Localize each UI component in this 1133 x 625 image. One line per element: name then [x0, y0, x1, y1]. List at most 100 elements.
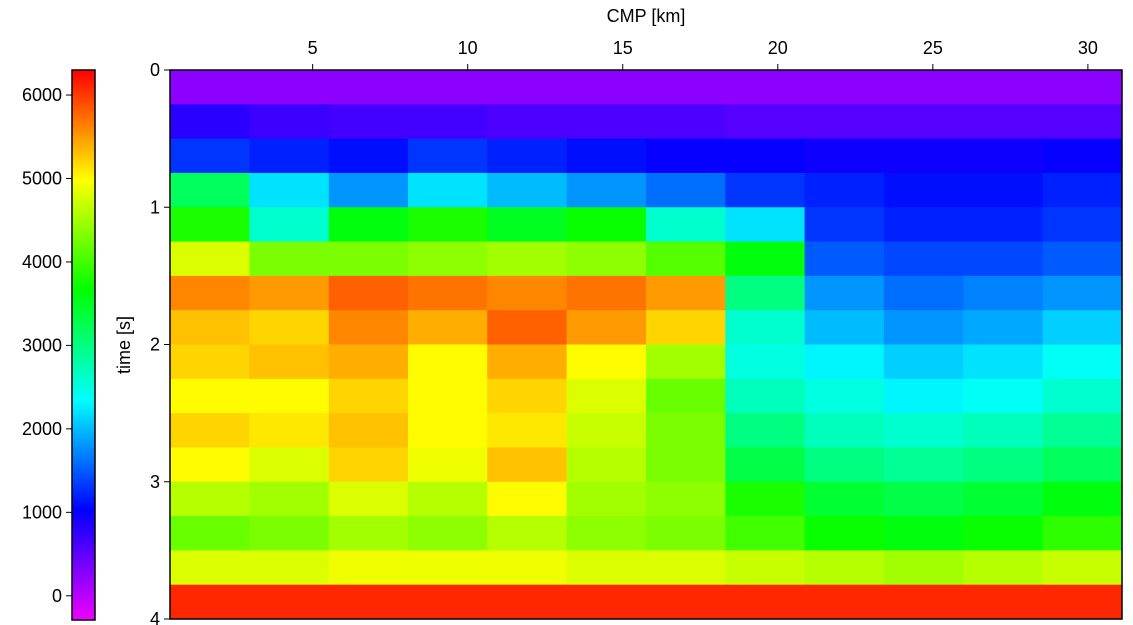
x-tick-label: 15 [613, 38, 633, 58]
x-tick-label: 25 [923, 38, 943, 58]
heatmap-cell [883, 378, 964, 414]
heatmap-cell [883, 207, 964, 243]
heatmap-cell [646, 241, 726, 277]
heatmap-cell [328, 70, 409, 105]
heatmap-cell [566, 413, 647, 448]
heatmap-cell [725, 138, 806, 174]
heatmap-cell [566, 481, 647, 517]
heatmap-cell [804, 310, 885, 345]
heatmap-cell [249, 550, 330, 586]
heatmap-cell [566, 275, 647, 311]
heatmap-cell [566, 70, 647, 105]
heatmap-cell [487, 172, 568, 208]
x-axis-label: CMP [km] [607, 6, 686, 26]
heatmap-cell [487, 516, 568, 551]
y-tick-label: 2 [150, 335, 160, 355]
heatmap-cell [408, 138, 488, 174]
heatmap-cell [963, 310, 1044, 345]
heatmap-cell [725, 378, 806, 414]
heatmap-cell [566, 550, 647, 586]
heatmap-cell [883, 70, 964, 105]
heatmap-cell [725, 172, 806, 208]
heatmap-cell [1042, 172, 1123, 208]
colorbar-tick-label: 0 [52, 586, 62, 606]
heatmap-cell [408, 104, 488, 140]
heatmap-cell [804, 70, 885, 105]
heatmap-cell [566, 207, 647, 243]
heatmap-cell [1042, 378, 1123, 414]
heatmap-cell [963, 241, 1044, 277]
heatmap-cell [883, 344, 964, 380]
heatmap-cell [725, 481, 806, 517]
heatmap-cell [328, 516, 409, 551]
heatmap-cell [328, 104, 409, 140]
heatmap-cell [1042, 275, 1123, 311]
heatmap-cell [725, 344, 806, 380]
heatmap-cell [487, 481, 568, 517]
heatmap-cell [408, 584, 488, 620]
y-tick-label: 1 [150, 197, 160, 217]
heatmap-cell [249, 584, 330, 620]
y-tick-label: 3 [150, 472, 160, 492]
heatmap-cell [646, 447, 726, 483]
heatmap-cell [1042, 550, 1123, 586]
heatmap-cell [249, 138, 330, 174]
heatmap-cell [1042, 241, 1123, 277]
heatmap-cell [328, 413, 409, 448]
heatmap-cell [328, 344, 409, 380]
heatmap-cell [883, 172, 964, 208]
heatmap-cell [804, 378, 885, 414]
heatmap-cell [963, 550, 1044, 586]
heatmap-cell [170, 104, 250, 140]
heatmap-cell [249, 172, 330, 208]
heatmap-cell [566, 447, 647, 483]
heatmap-cell [963, 70, 1044, 105]
heatmap-cell [804, 550, 885, 586]
heatmap-cell [963, 413, 1044, 448]
heatmap-cell [408, 550, 488, 586]
heatmap-cell [487, 550, 568, 586]
heatmap-cell [487, 378, 568, 414]
heatmap-cell [408, 447, 488, 483]
heatmap-cell [646, 275, 726, 311]
heatmap-cell [249, 275, 330, 311]
heatmap-cell [804, 275, 885, 311]
heatmap-cell [408, 241, 488, 277]
x-tick-label: 20 [768, 38, 788, 58]
heatmap-cell [170, 413, 250, 448]
heatmap-cell [328, 275, 409, 311]
heatmap-cell [170, 172, 250, 208]
heatmap-cell [646, 550, 726, 586]
heatmap-cell [725, 413, 806, 448]
heatmap-cell [963, 481, 1044, 517]
heatmap-cell [487, 310, 568, 345]
heatmap-cell [883, 584, 964, 620]
heatmap-cell [804, 104, 885, 140]
heatmap-cell [249, 344, 330, 380]
heatmap-cell [249, 447, 330, 483]
heatmap-cell [170, 584, 250, 620]
heatmap-cell [725, 275, 806, 311]
heatmap-cell [249, 481, 330, 517]
colorbar-tick-label: 6000 [22, 85, 62, 105]
heatmap-cell [408, 344, 488, 380]
heatmap-cell [1042, 344, 1123, 380]
heatmap-cell [487, 207, 568, 243]
heatmap-cell [1042, 207, 1123, 243]
heatmap-cell [328, 138, 409, 174]
heatmap-cell [487, 413, 568, 448]
heatmap-cell [408, 310, 488, 345]
heatmap-cell [408, 516, 488, 551]
heatmap-cell [646, 378, 726, 414]
heatmap-cell [249, 378, 330, 414]
heatmap-cell [725, 447, 806, 483]
heatmap-cell [328, 378, 409, 414]
colorbar-tick-label: 4000 [22, 252, 62, 272]
heatmap-cell [883, 447, 964, 483]
heatmap-cell [249, 70, 330, 105]
heatmap-cell [328, 550, 409, 586]
heatmap-cell [963, 138, 1044, 174]
heatmap-cell [804, 241, 885, 277]
heatmap-cell [1042, 104, 1123, 140]
